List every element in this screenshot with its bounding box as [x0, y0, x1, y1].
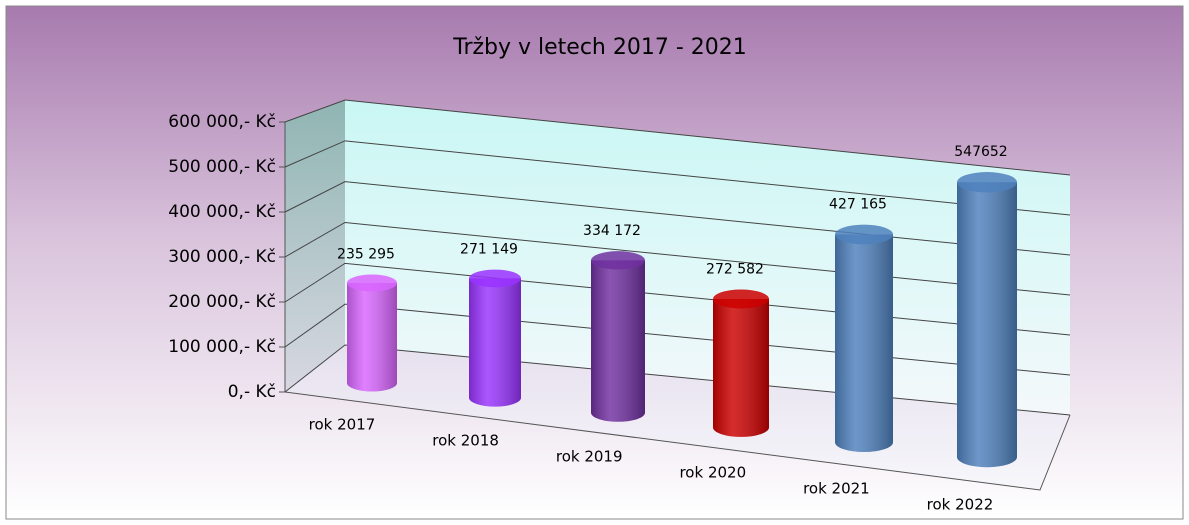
x-tick-label: rok 2020: [679, 464, 746, 482]
bar-top: [347, 274, 397, 292]
bar-top: [835, 224, 893, 245]
grid-line: [284, 140, 1071, 216]
value-label: 235 295: [337, 246, 395, 262]
y-tick-label: 300 000,- Kč: [168, 247, 276, 267]
x-tick-label: rok 2022: [927, 496, 994, 514]
y-tick-label: 100 000,- Kč: [168, 337, 276, 357]
bar-shade: [347, 282, 397, 392]
grid-line: [284, 303, 1071, 376]
x-tick-label: rok 2017: [309, 416, 376, 434]
value-label: 547652: [954, 144, 1007, 160]
chart-title: Tržby v letech 2017 - 2021: [452, 35, 747, 60]
bar-top: [957, 172, 1017, 193]
bar-shade: [591, 260, 645, 422]
grid-line: [284, 262, 1071, 336]
bar: [835, 224, 893, 453]
bar: [957, 172, 1017, 468]
bar-shade: [957, 182, 1017, 468]
grid-line: [284, 181, 1071, 256]
bar-top: [591, 251, 645, 270]
y-tick-label: 600 000,- Kč: [168, 112, 276, 132]
bar-top: [713, 289, 769, 309]
bar: [469, 269, 521, 407]
bar-shade: [469, 278, 521, 407]
x-tick-label: rok 2019: [556, 448, 623, 466]
x-tick-label: rok 2018: [432, 432, 499, 450]
bar: [347, 274, 397, 392]
grid-line: [284, 99, 1071, 176]
value-label: 272 582: [706, 261, 764, 277]
grid-line: [284, 344, 1071, 416]
y-tick-label: 500 000,- Kč: [168, 157, 276, 177]
bar-shade: [713, 299, 769, 437]
bar-top: [469, 269, 521, 288]
value-label: 427 165: [829, 197, 887, 213]
y-tick-label: 400 000,- Kč: [168, 202, 276, 222]
value-label: 334 172: [583, 223, 641, 239]
floor-edge: [284, 391, 1071, 491]
bar: [713, 289, 769, 437]
x-tick-label: rok 2021: [803, 480, 870, 498]
bar: [591, 251, 645, 422]
value-label: 271 149: [460, 242, 518, 258]
bar-shade: [835, 234, 893, 453]
y-tick-label: 200 000,- Kč: [168, 292, 276, 312]
grid-line: [284, 221, 1071, 296]
side-wall: [285, 100, 345, 392]
y-tick-label: 0,- Kč: [228, 382, 276, 402]
